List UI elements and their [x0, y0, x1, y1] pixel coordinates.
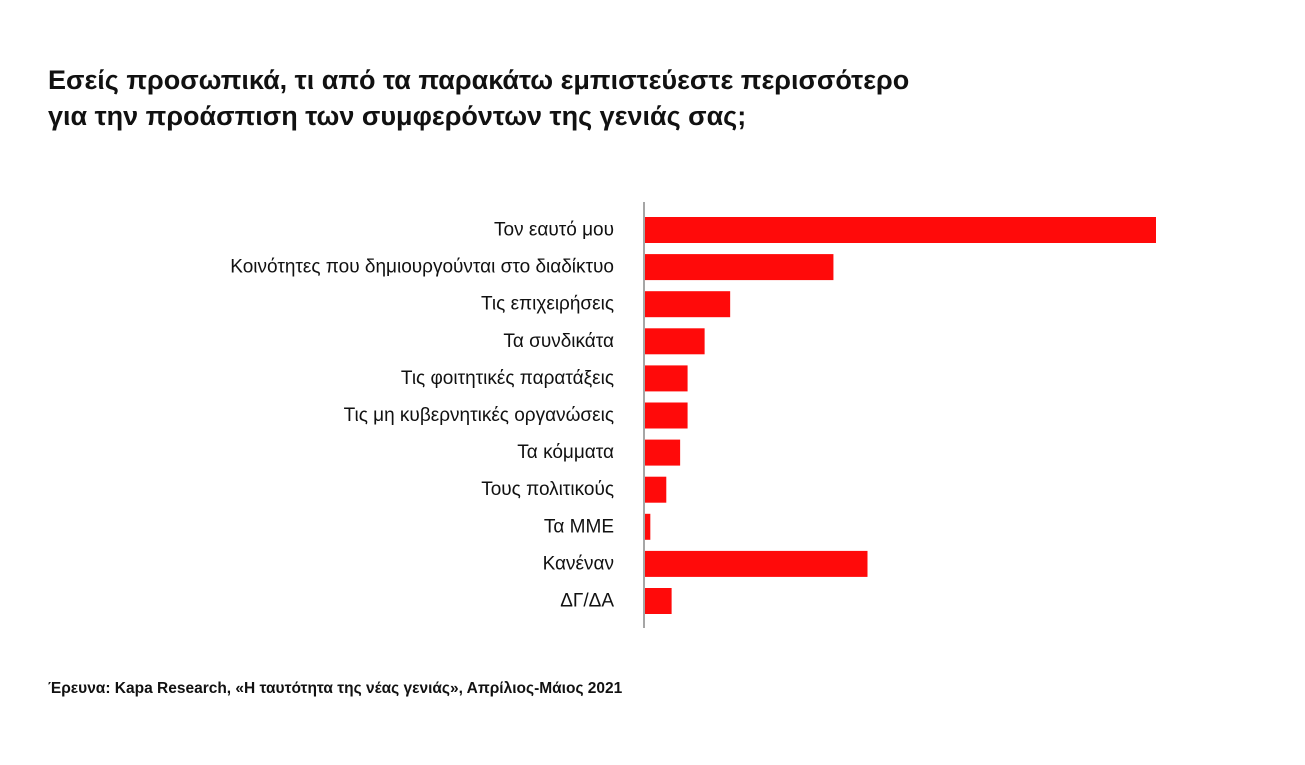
bar — [645, 588, 672, 614]
chart-title-line-2: για την προάσπιση των συμφερόντων της γε… — [48, 101, 747, 131]
category-label: Τις μη κυβερνητικές οργανώσεις — [344, 405, 614, 426]
chart-title: Εσείς προσωπικά, τι από τα παρακάτω εμπι… — [48, 62, 1048, 134]
source-note: Έρευνα: Kapa Research, «Η ταυτότητα της … — [48, 680, 623, 697]
category-label: Κοινότητες που δημιουργούνται στο διαδίκ… — [230, 257, 614, 278]
category-label: Τα κόμματα — [517, 442, 614, 463]
category-label: Τα ΜΜΕ — [544, 516, 614, 537]
bar — [645, 217, 1156, 243]
category-label: Τις επιχειρήσεις — [481, 294, 614, 315]
bar — [645, 328, 705, 355]
category-label: Τις φοιτητικές παρατάξεις — [401, 368, 614, 389]
category-label: Τα συνδικάτα — [503, 331, 614, 352]
bar — [645, 476, 667, 503]
bar — [645, 513, 651, 540]
bar — [645, 402, 688, 429]
bar — [645, 365, 688, 392]
chart-title-line-1: Εσείς προσωπικά, τι από τα παρακάτω εμπι… — [48, 65, 910, 95]
category-label: ΔΓ/ΔΑ — [560, 591, 614, 612]
bar — [645, 254, 834, 281]
category-label: Τον εαυτό μου — [494, 220, 614, 241]
bar — [645, 550, 868, 577]
category-label: Κανέναν — [543, 553, 614, 574]
category-label: Τους πολιτικούς — [481, 479, 614, 500]
bar — [645, 439, 681, 466]
bar — [645, 291, 731, 318]
